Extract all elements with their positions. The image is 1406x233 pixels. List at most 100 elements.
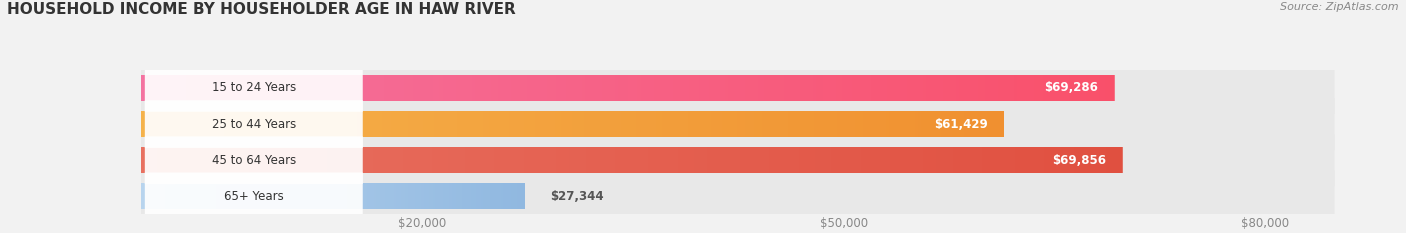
Bar [679, 111, 682, 137]
Bar [498, 111, 501, 137]
Bar [391, 111, 394, 137]
Bar [441, 147, 446, 173]
Bar [212, 111, 215, 137]
Bar [366, 111, 368, 137]
Bar [644, 75, 647, 101]
Bar [990, 111, 993, 137]
Bar [612, 75, 614, 101]
Bar [1114, 147, 1116, 173]
Bar [920, 75, 924, 101]
Bar [364, 75, 368, 101]
Bar [541, 111, 544, 137]
Bar [512, 111, 515, 137]
Bar [668, 147, 671, 173]
Bar [830, 75, 832, 101]
Bar [973, 111, 976, 137]
Bar [388, 111, 391, 137]
Bar [904, 75, 907, 101]
Bar [1112, 75, 1115, 101]
Bar [550, 75, 553, 101]
Bar [1050, 147, 1054, 173]
Bar [413, 75, 416, 101]
Bar [810, 75, 813, 101]
Bar [740, 111, 742, 137]
Bar [752, 147, 756, 173]
Bar [1067, 147, 1070, 173]
Bar [939, 75, 942, 101]
Bar [325, 111, 328, 137]
Bar [638, 111, 641, 137]
Bar [1038, 147, 1040, 173]
Bar [236, 111, 239, 137]
Bar [891, 111, 894, 137]
Bar [557, 75, 560, 101]
Bar [616, 147, 619, 173]
Bar [828, 147, 831, 173]
Bar [735, 75, 738, 101]
Bar [446, 111, 449, 137]
Bar [373, 147, 377, 173]
Bar [384, 75, 388, 101]
Bar [316, 75, 319, 101]
Bar [863, 111, 866, 137]
Bar [762, 111, 765, 137]
Text: Source: ZipAtlas.com: Source: ZipAtlas.com [1281, 2, 1399, 12]
Bar [550, 111, 553, 137]
Bar [381, 75, 384, 101]
Bar [399, 147, 402, 173]
Bar [578, 111, 581, 137]
Bar [897, 147, 900, 173]
Bar [1095, 75, 1098, 101]
Bar [246, 147, 249, 173]
Bar [966, 75, 969, 101]
Bar [281, 111, 284, 137]
Bar [813, 75, 815, 101]
Bar [907, 147, 910, 173]
Bar [503, 147, 508, 173]
Bar [592, 111, 596, 137]
Bar [465, 147, 468, 173]
Bar [1066, 75, 1070, 101]
Bar [564, 111, 567, 137]
FancyBboxPatch shape [145, 172, 363, 220]
Bar [654, 75, 657, 101]
Bar [1024, 75, 1028, 101]
Bar [350, 147, 353, 173]
Bar [1040, 147, 1045, 173]
Bar [433, 75, 436, 101]
Bar [557, 147, 560, 173]
Bar [503, 111, 506, 137]
Bar [166, 111, 169, 137]
Bar [1078, 75, 1083, 101]
Bar [169, 111, 173, 137]
Bar [1090, 147, 1094, 173]
Bar [606, 147, 609, 173]
Bar [773, 111, 778, 137]
Bar [567, 75, 569, 101]
Bar [340, 147, 343, 173]
Bar [851, 147, 855, 173]
Bar [823, 111, 825, 137]
Bar [1094, 147, 1097, 173]
Bar [245, 75, 247, 101]
Bar [920, 147, 924, 173]
Bar [415, 111, 418, 137]
Bar [880, 147, 884, 173]
Bar [222, 75, 225, 101]
Bar [232, 75, 235, 101]
Bar [402, 147, 406, 173]
Bar [842, 75, 845, 101]
Bar [520, 75, 524, 101]
Bar [396, 111, 399, 137]
Bar [998, 75, 1001, 101]
Bar [984, 111, 987, 137]
Bar [924, 147, 927, 173]
Bar [404, 75, 406, 101]
Bar [250, 111, 253, 137]
Bar [834, 111, 838, 137]
Bar [596, 147, 599, 173]
Bar [1035, 147, 1038, 173]
Bar [727, 147, 730, 173]
Bar [278, 111, 281, 137]
Bar [277, 75, 280, 101]
